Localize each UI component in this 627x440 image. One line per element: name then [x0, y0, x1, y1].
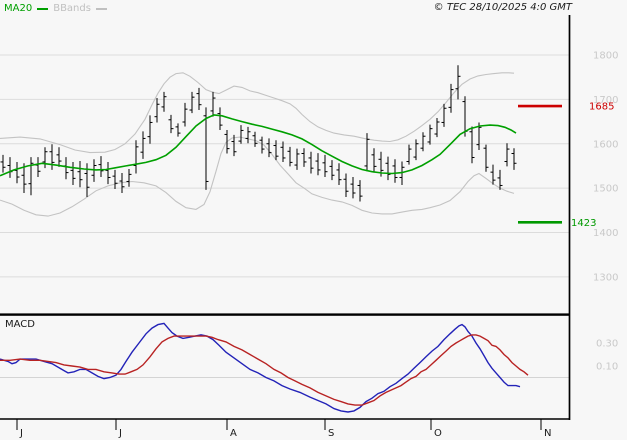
ma20-line — [0, 114, 517, 177]
bollinger-lower-band-line — [0, 136, 515, 217]
alert-level-label: 1685 — [589, 102, 614, 113]
macd-tick-label: 0.10 — [596, 362, 618, 373]
month-label: N — [544, 428, 551, 439]
bollinger-upper-band-line — [0, 72, 515, 154]
macd-line — [0, 322, 521, 413]
price-tick-label: 1400 — [593, 228, 618, 239]
price-tick-label: 1300 — [593, 272, 618, 283]
signal-line — [0, 334, 529, 406]
macd-tick-label: 0.30 — [596, 339, 618, 350]
chart-legend: MA20 BBands — [4, 3, 107, 14]
month-label: O — [434, 428, 442, 439]
month-label: A — [230, 428, 237, 439]
copyright-text: © TEC 28/10/2025 4:0 GMT — [433, 2, 572, 13]
month-label: J — [19, 428, 23, 439]
price-tick-label: 1700 — [593, 95, 618, 106]
price-tick-label: 1600 — [593, 139, 618, 150]
macd-panel-label: MACD — [5, 319, 35, 330]
alert-level-label: 1423 — [571, 218, 596, 229]
legend-ma20-label: MA20 — [4, 3, 33, 14]
bbands-line-swatch-icon — [95, 7, 107, 10]
price-tick-label: 1500 — [593, 184, 618, 195]
panel-separator — [0, 313, 570, 316]
price-tick-label: 1800 — [593, 51, 618, 62]
month-label: S — [328, 428, 334, 439]
ma20-line-swatch-icon — [37, 7, 49, 10]
legend-bbands-label: BBands — [53, 3, 91, 14]
month-label: J — [118, 428, 122, 439]
